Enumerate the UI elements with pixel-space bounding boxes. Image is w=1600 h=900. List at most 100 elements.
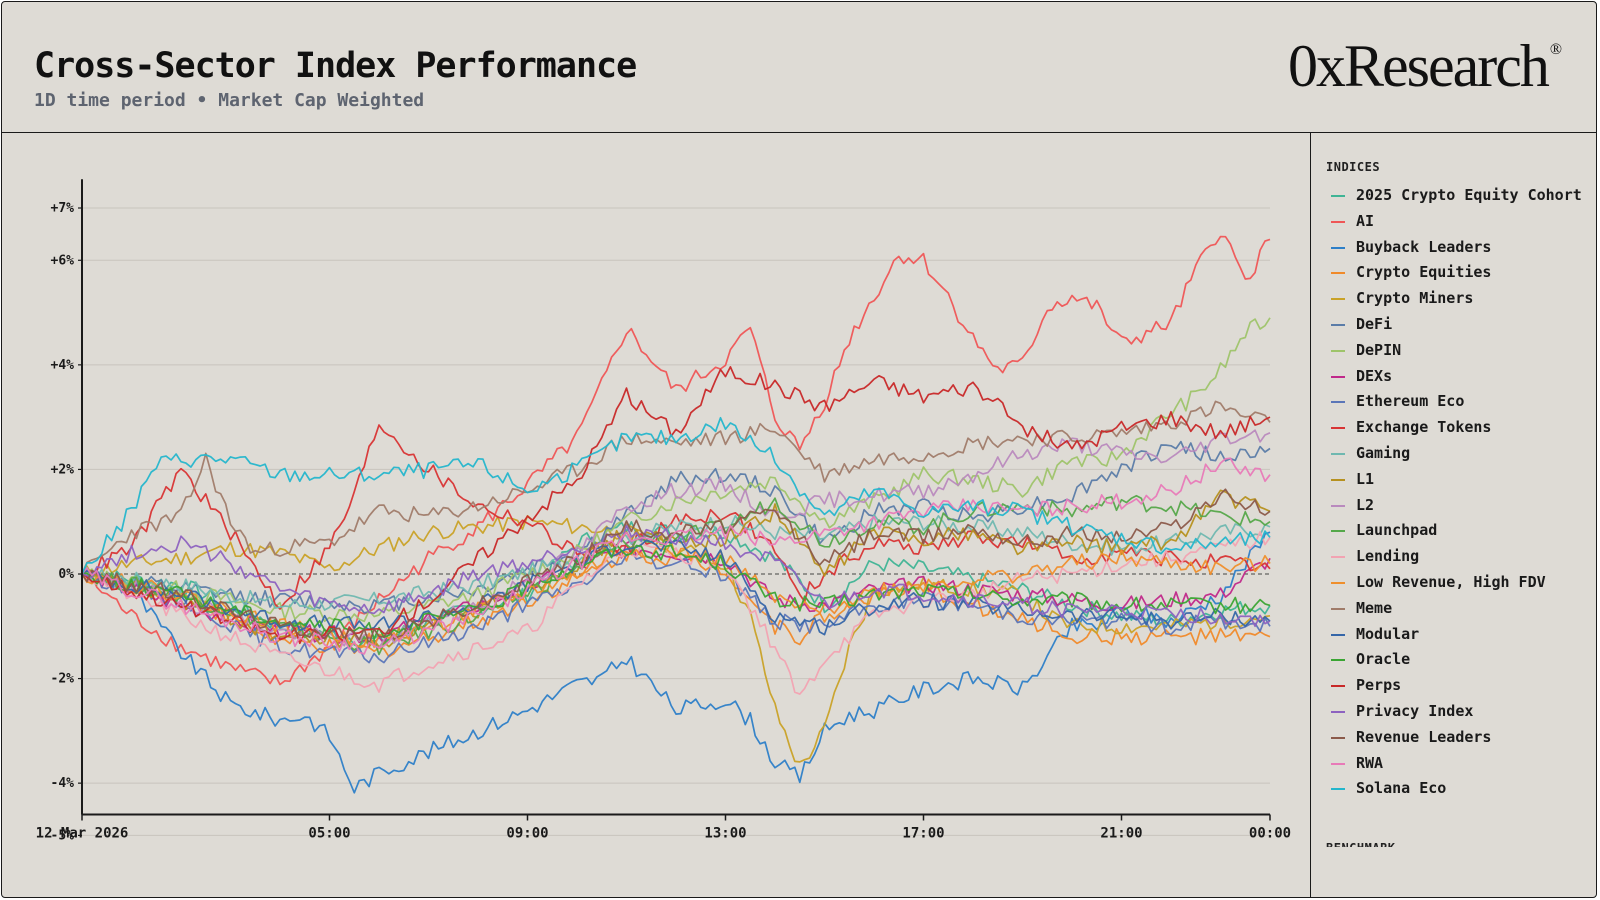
legend-swatch bbox=[1331, 246, 1345, 249]
legend-label: Meme bbox=[1356, 598, 1393, 617]
legend-swatch bbox=[1331, 659, 1345, 662]
legend-label: Crypto Equities bbox=[1356, 263, 1492, 282]
legend-swatch bbox=[1331, 762, 1345, 765]
legend-item[interactable]: Gaming bbox=[1311, 443, 1596, 464]
y-tick-label: -2% bbox=[51, 672, 75, 687]
series-line-low-revenue-high-fdv bbox=[81, 547, 1271, 649]
page-title: Cross-Sector Index Performance bbox=[34, 46, 637, 86]
legend-list: 2025 Crypto Equity Cohort AI Buyback Leade… bbox=[1311, 185, 1596, 804]
legend-item[interactable]: Modular bbox=[1311, 624, 1596, 645]
legend-item[interactable]: Crypto Equities bbox=[1311, 262, 1596, 283]
page-subtitle: 1D time period • Market Cap Weighted bbox=[34, 90, 425, 111]
legend-item[interactable]: Revenue Leaders bbox=[1311, 727, 1596, 748]
y-tick-label: +4% bbox=[51, 358, 75, 373]
legend-label: DEXs bbox=[1356, 366, 1393, 385]
legend-panel: INDICES 2025 Crypto Equity Cohort AI Buyba… bbox=[1310, 133, 1596, 897]
legend-item[interactable]: Launchpad bbox=[1311, 520, 1596, 541]
series-line-privacy-index bbox=[81, 524, 1271, 628]
legend-swatch bbox=[1331, 788, 1345, 791]
legend-item[interactable]: Buyback Leaders bbox=[1311, 237, 1596, 258]
legend-label: Modular bbox=[1356, 624, 1420, 643]
legend-label: Buyback Leaders bbox=[1356, 237, 1492, 256]
legend-item[interactable]: DePIN bbox=[1311, 340, 1596, 361]
legend-item[interactable]: DEXs bbox=[1311, 366, 1596, 387]
legend-item[interactable]: Privacy Index bbox=[1311, 701, 1596, 722]
legend-item[interactable]: 2025 Crypto Equity Cohort bbox=[1311, 185, 1596, 206]
legend-item[interactable]: Perps bbox=[1311, 675, 1596, 696]
legend-label: Revenue Leaders bbox=[1356, 727, 1492, 746]
x-tick-label: 05:00 bbox=[308, 826, 350, 842]
legend-swatch bbox=[1331, 298, 1345, 301]
x-tick-label: 00:00 bbox=[1249, 826, 1291, 842]
y-tick-label: -4% bbox=[51, 776, 75, 791]
legend-label: RWA bbox=[1356, 753, 1384, 772]
series-line-solana-eco bbox=[81, 416, 1271, 575]
legend-label: Ethereum Eco bbox=[1356, 392, 1465, 411]
x-tick-label: 13:00 bbox=[704, 826, 746, 842]
legend-label: Exchange Tokens bbox=[1356, 418, 1492, 437]
series-line-buyback-leaders bbox=[81, 531, 1271, 794]
legend-label: Low Revenue, High FDV bbox=[1356, 572, 1546, 591]
legend-swatch bbox=[1331, 633, 1345, 636]
legend-swatch bbox=[1331, 736, 1345, 739]
legend-label: Perps bbox=[1356, 676, 1402, 695]
series-line-exchange-tokens bbox=[81, 424, 1271, 610]
legend-swatch bbox=[1331, 401, 1345, 404]
legend-item[interactable]: Solana Eco bbox=[1311, 778, 1596, 799]
line-chart: +7% +6% +4% +2% 0% -2% -4% -5%12 Mar 2026 05:00 0… bbox=[36, 179, 1291, 843]
legend-item[interactable]: Lending bbox=[1311, 546, 1596, 567]
legend-title: INDICES bbox=[1326, 160, 1381, 174]
series-line-perps bbox=[81, 366, 1271, 645]
series-line-l2 bbox=[81, 429, 1271, 649]
legend-item[interactable]: Meme bbox=[1311, 598, 1596, 619]
legend-label: Oracle bbox=[1356, 650, 1411, 669]
legend-label: AI bbox=[1356, 211, 1375, 230]
brand-name: 0xResearch bbox=[1287, 33, 1550, 99]
x-tick-label: 09:00 bbox=[506, 826, 548, 842]
series-line-lending bbox=[81, 530, 1271, 695]
x-tick-label: 12 Mar 2026 bbox=[36, 826, 129, 842]
legend-item[interactable]: AI bbox=[1311, 211, 1596, 232]
legend-item[interactable]: Oracle bbox=[1311, 649, 1596, 670]
series-line-ai bbox=[81, 235, 1271, 686]
legend-item[interactable]: DeFi bbox=[1311, 314, 1596, 335]
registered-mark: ® bbox=[1549, 41, 1562, 58]
series-line-defi bbox=[81, 440, 1271, 614]
legend-item[interactable]: RWA bbox=[1311, 753, 1596, 774]
x-tick-label: 17:00 bbox=[902, 826, 944, 842]
legend-swatch bbox=[1331, 272, 1345, 275]
legend-item[interactable]: Crypto Miners bbox=[1311, 288, 1596, 309]
header: Cross-Sector Index Performance 1D time p… bbox=[2, 2, 1596, 133]
legend-label: Lending bbox=[1356, 547, 1420, 566]
legend-item[interactable]: Ethereum Eco bbox=[1311, 391, 1596, 412]
series-line-rwa bbox=[81, 457, 1271, 655]
legend-swatch bbox=[1331, 581, 1345, 584]
legend-swatch bbox=[1331, 710, 1345, 713]
legend-item[interactable]: L2 bbox=[1311, 495, 1596, 516]
legend-swatch bbox=[1331, 556, 1345, 559]
legend-swatch bbox=[1331, 504, 1345, 507]
series-line-launchpad bbox=[81, 494, 1271, 656]
y-tick-label: +6% bbox=[51, 253, 75, 268]
legend-swatch bbox=[1331, 607, 1345, 610]
legend-swatch bbox=[1331, 220, 1345, 223]
y-tick-label: +7% bbox=[51, 201, 75, 216]
chart-area: +7% +6% +4% +2% 0% -2% -4% -5% 12 Mar 2026 05:00 0… bbox=[2, 133, 1310, 897]
legend-item[interactable]: Low Revenue, High FDV bbox=[1311, 572, 1596, 593]
legend-label: Crypto Miners bbox=[1356, 289, 1474, 308]
legend-swatch bbox=[1331, 323, 1345, 326]
x-tick-label: 21:00 bbox=[1100, 826, 1142, 842]
legend-label: L2 bbox=[1356, 495, 1375, 514]
legend-benchmark-label: BENCHMARK bbox=[1326, 841, 1396, 847]
series-line-gaming bbox=[81, 513, 1271, 611]
legend-item[interactable]: L1 bbox=[1311, 469, 1596, 490]
y-tick-label: 0% bbox=[58, 567, 74, 582]
legend-swatch bbox=[1331, 478, 1345, 481]
legend-item[interactable]: Exchange Tokens bbox=[1311, 417, 1596, 438]
legend-label: Privacy Index bbox=[1356, 701, 1474, 720]
legend-swatch bbox=[1331, 195, 1345, 197]
legend-label: 2025 Crypto Equity Cohort bbox=[1356, 186, 1582, 204]
y-tick-label: +2% bbox=[51, 462, 75, 477]
legend-swatch bbox=[1331, 530, 1345, 533]
